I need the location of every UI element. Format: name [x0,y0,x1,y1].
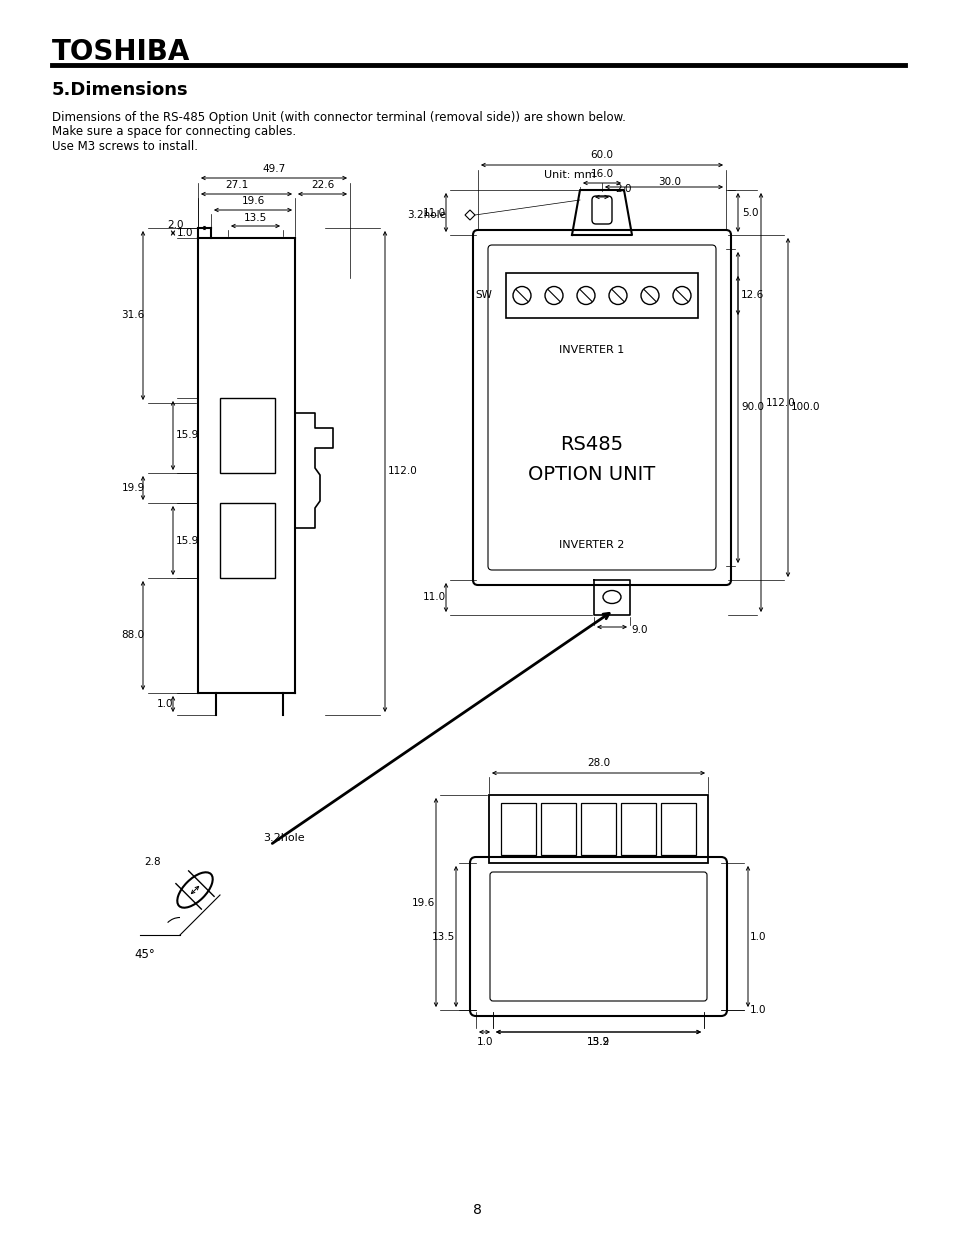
Text: 1.0: 1.0 [156,699,173,709]
Text: 112.0: 112.0 [765,398,795,408]
Bar [580,803,616,855]
Text: 9.0: 9.0 [631,625,648,635]
Text: 31.6: 31.6 [121,310,145,321]
Bar [220,398,274,473]
Text: 27.1: 27.1 [225,180,248,190]
Text: Make sure a space for connecting cables.: Make sure a space for connecting cables. [52,126,295,138]
Text: 1.0: 1.0 [749,1005,765,1015]
Text: 15.9: 15.9 [175,431,198,441]
Text: 19.6: 19.6 [411,898,435,908]
Text: 3.2hole: 3.2hole [263,832,304,844]
Text: 15.9: 15.9 [175,536,198,546]
Text: 19.6: 19.6 [241,196,264,206]
Text: 8: 8 [472,1203,481,1216]
Text: 1.0: 1.0 [176,228,193,238]
Text: 90.0: 90.0 [740,403,763,412]
Text: 45°: 45° [134,948,155,962]
Text: 13.5: 13.5 [244,212,267,224]
Bar [505,273,698,317]
Bar [220,503,274,578]
Bar [660,803,696,855]
Text: Dimensions of the RS-485 Option Unit (with connector terminal (removal side)) ar: Dimensions of the RS-485 Option Unit (wi… [52,111,625,125]
Text: 11.0: 11.0 [422,593,445,603]
Text: TOSHIBA: TOSHIBA [52,38,191,65]
Text: 2.0: 2.0 [615,184,632,194]
Text: 13.5: 13.5 [431,931,455,941]
Bar [620,803,656,855]
Text: 30.0: 30.0 [658,177,680,186]
Text: OPTION UNIT: OPTION UNIT [528,466,655,484]
Text: 112.0: 112.0 [388,467,417,477]
Text: INVERTER 2: INVERTER 2 [558,540,624,550]
Text: 88.0: 88.0 [121,631,145,641]
Text: 13.2: 13.2 [586,1037,610,1047]
Text: SW: SW [475,290,492,300]
Text: 19.9: 19.9 [121,483,145,493]
Text: 3.2hole: 3.2hole [407,210,446,220]
Text: 5.Dimensions: 5.Dimensions [52,82,189,99]
Text: 12.6: 12.6 [740,290,762,300]
Text: 60.0: 60.0 [590,149,613,161]
Text: 1.0: 1.0 [476,1037,493,1047]
Bar [489,795,707,863]
Text: Unit: mm: Unit: mm [543,170,596,180]
Text: 100.0: 100.0 [790,403,820,412]
Text: 2.0: 2.0 [168,220,184,230]
Bar [500,803,536,855]
Text: Use M3 screws to install.: Use M3 screws to install. [52,140,198,152]
Text: 28.0: 28.0 [586,758,609,768]
Text: 5.0: 5.0 [741,207,758,217]
Text: 11.0: 11.0 [422,207,445,217]
Text: RS485: RS485 [559,436,623,454]
Text: 16.0: 16.0 [590,169,613,179]
Text: 49.7: 49.7 [262,164,285,174]
Bar [540,803,576,855]
Text: 2.8: 2.8 [145,857,161,867]
Text: INVERTER 1: INVERTER 1 [558,345,624,354]
Text: 15.9: 15.9 [586,1037,610,1047]
Text: 1.0: 1.0 [749,931,765,941]
Text: 22.6: 22.6 [311,180,334,190]
